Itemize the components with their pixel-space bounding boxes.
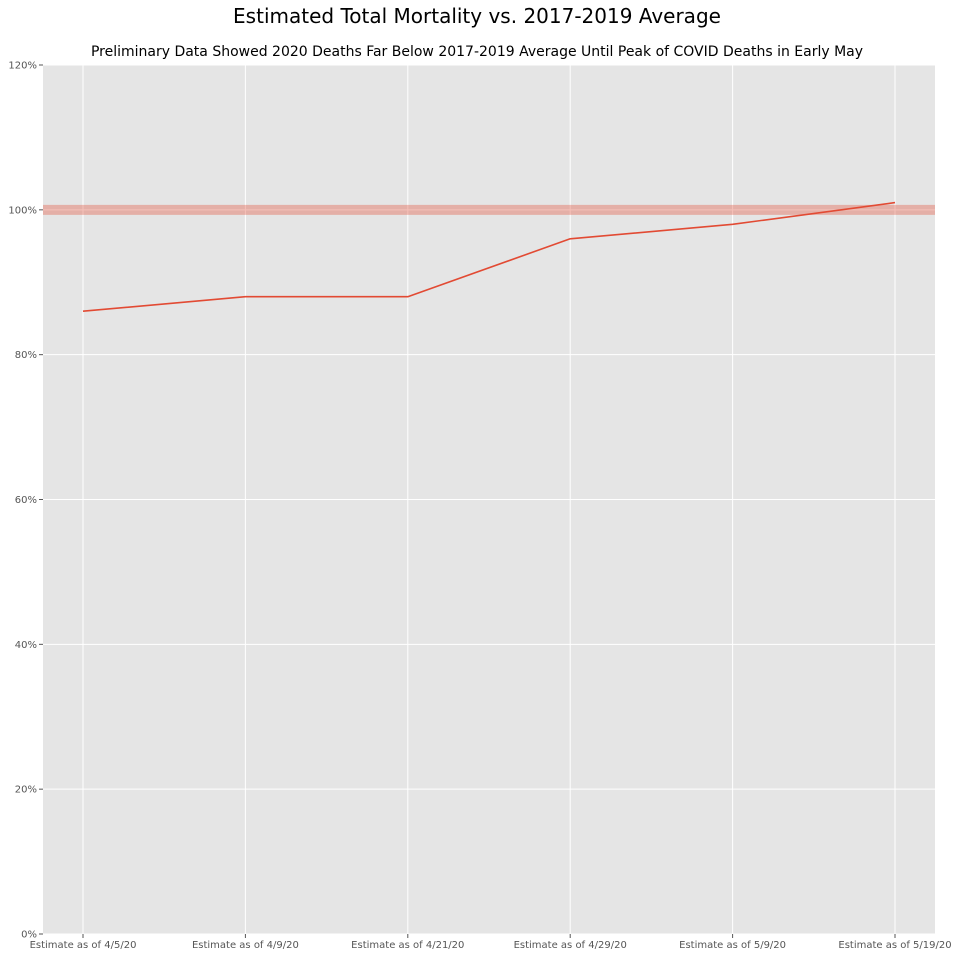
x-tick-label: Estimate as of 5/9/20 [679, 940, 786, 951]
x-tick-label: Estimate as of 5/19/20 [838, 940, 951, 951]
chart-title: Estimated Total Mortality vs. 2017-2019 … [233, 4, 721, 28]
y-tick-label: 60% [15, 495, 37, 506]
y-tick-label: 120% [8, 61, 37, 72]
data-point [82, 310, 84, 312]
data-point [569, 238, 571, 240]
chart-subtitle: Preliminary Data Showed 2020 Deaths Far … [90, 44, 864, 60]
data-point [731, 223, 733, 225]
x-tick-label: Estimate as of 4/21/20 [351, 940, 464, 951]
y-tick-label: 100% [8, 205, 37, 216]
data-point [244, 296, 246, 298]
y-tick-label: 80% [15, 350, 37, 361]
series-line [82, 201, 896, 313]
data-point [407, 296, 409, 298]
x-tick-label: Estimate as of 4/9/20 [192, 940, 299, 951]
x-tick-label: Estimate as of 4/29/20 [514, 940, 627, 951]
y-tick-label: 0% [21, 930, 37, 941]
y-tick-label: 20% [15, 785, 37, 796]
x-tick-label: Estimate as of 4/5/20 [30, 940, 137, 951]
y-tick-label: 40% [15, 640, 37, 651]
data-point [894, 201, 896, 203]
